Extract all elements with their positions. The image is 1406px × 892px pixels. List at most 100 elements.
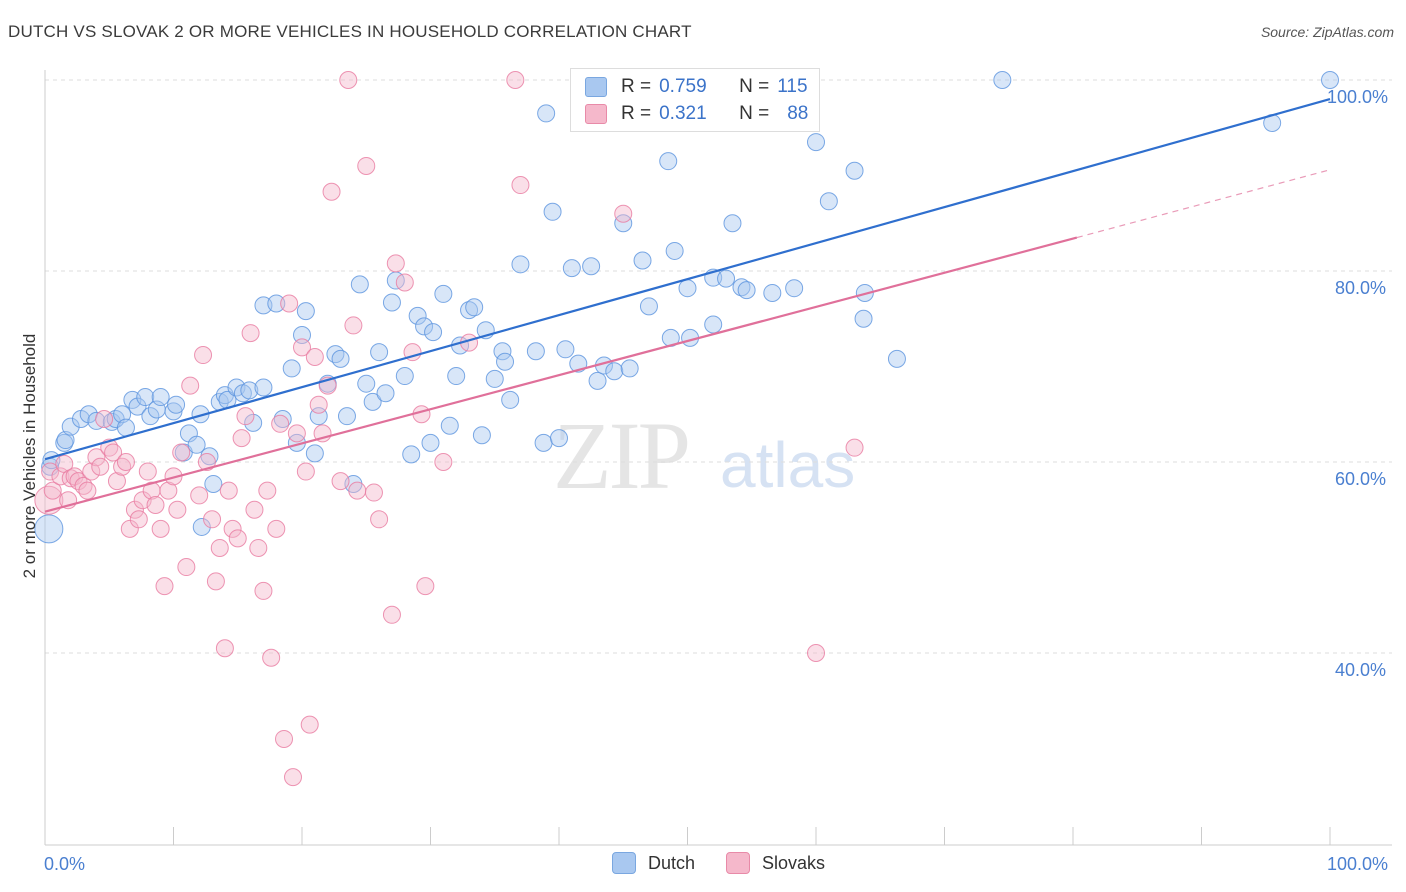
slovaks-point	[614, 204, 633, 223]
dutch-point	[620, 359, 639, 378]
slovaks-point	[262, 648, 281, 667]
slovaks-point	[348, 481, 367, 500]
dutch-point	[141, 407, 160, 426]
dutch-point	[534, 433, 553, 452]
watermark: ZIP	[553, 402, 691, 509]
slovaks-point	[382, 605, 401, 624]
dutch-point	[267, 294, 286, 313]
slovaks-point	[305, 347, 324, 366]
slovaks-point	[506, 71, 525, 89]
legend-row-slovaks: R = 0.321 N = 88	[585, 102, 808, 126]
legend-item-dutch[interactable]: Dutch	[612, 852, 695, 874]
dutch-point	[732, 278, 751, 297]
slovaks-legend-label: Slovaks	[762, 852, 826, 873]
slovaks-point	[125, 500, 144, 519]
slovaks-point	[416, 577, 435, 596]
slovaks-point	[194, 346, 213, 365]
dutch-point	[785, 279, 804, 298]
dutch-point	[408, 306, 427, 325]
dutch-point	[55, 433, 74, 452]
slovaks-point	[300, 715, 319, 734]
slovaks-point	[331, 472, 350, 491]
dutch-point	[845, 161, 864, 180]
slovaks-point	[215, 639, 234, 658]
dutch-point	[723, 214, 742, 233]
slovaks-trend-extension	[1076, 169, 1331, 239]
dutch-legend-label: Dutch	[648, 852, 696, 873]
series-legend: Dutch Slovaks	[0, 852, 1406, 876]
dutch-point	[421, 433, 440, 452]
dutch-point	[337, 407, 356, 426]
slovaks-point	[344, 316, 363, 335]
slovaks-point	[95, 410, 114, 429]
slovaks-point	[284, 768, 303, 787]
slovaks-point	[364, 483, 383, 502]
slovaks-point	[807, 644, 825, 662]
dutch-point	[305, 444, 324, 463]
dutch-point	[543, 202, 562, 221]
slovaks-point	[177, 558, 196, 577]
slovaks-point	[43, 481, 62, 500]
dutch-trend-line	[44, 98, 1331, 461]
dutch-point	[854, 309, 873, 328]
dutch-point	[293, 325, 311, 344]
slovaks-point	[203, 510, 222, 529]
dutch-point	[240, 381, 259, 400]
slovaks-point	[168, 500, 187, 519]
dutch-n-label: N =	[739, 76, 770, 97]
dutch-point	[562, 259, 581, 278]
dutch-point	[605, 362, 624, 381]
dutch-point	[376, 384, 395, 403]
dutch-point	[187, 435, 206, 454]
dutch-point	[128, 397, 147, 416]
dutch-point	[382, 293, 401, 312]
dutch-point	[511, 255, 530, 274]
slovaks-n-value: 88	[787, 103, 809, 124]
dutch-point	[1321, 71, 1339, 89]
y-tick-label-80: 80.0%	[1335, 278, 1387, 298]
dutch-point	[151, 388, 170, 407]
dutch-n-value: 115	[777, 76, 808, 97]
slovaks-point	[511, 176, 530, 195]
slovaks-trend-line	[44, 236, 1078, 513]
dutch-point	[415, 317, 434, 336]
slovaks-point	[228, 529, 247, 548]
slovaks-point	[87, 448, 106, 467]
slovaks-point	[357, 156, 376, 175]
dutch-point	[357, 374, 376, 393]
dutch-point	[440, 416, 459, 435]
slovaks-point	[181, 376, 200, 395]
slovaks-point	[82, 462, 101, 481]
dutch-point	[116, 418, 135, 437]
slovaks-point	[146, 495, 165, 514]
slovaks-point	[245, 500, 264, 519]
slovaks-point	[159, 481, 178, 500]
source-label: Source: ZipAtlas.com	[1260, 24, 1394, 40]
slovaks-point	[280, 294, 299, 313]
dutch-point	[485, 369, 504, 388]
dutch-point	[192, 517, 211, 536]
slovaks-point	[322, 182, 341, 201]
dutch-point	[460, 301, 479, 320]
slovaks-point	[120, 519, 139, 538]
slovaks-point	[293, 338, 311, 357]
dutch-point	[614, 214, 633, 233]
dutch-point	[763, 283, 782, 302]
dutch-point	[556, 340, 575, 359]
slovaks-point	[232, 429, 251, 448]
dutch-swatch	[585, 77, 607, 97]
dutch-point	[501, 390, 520, 409]
legend-item-slovaks[interactable]: Slovaks	[726, 852, 825, 874]
slovaks-point	[197, 453, 216, 471]
dutch-point	[395, 367, 414, 386]
dutch-point	[87, 411, 106, 430]
dutch-point	[424, 323, 443, 342]
slovaks-point	[267, 519, 286, 538]
slovaks-r-value: 0.321	[659, 103, 707, 124]
dutch-point	[244, 413, 263, 432]
slovaks-legend-swatch	[726, 852, 750, 874]
slovaks-point	[138, 462, 157, 481]
dutch-point	[472, 426, 491, 445]
slovaks-point	[434, 453, 453, 471]
